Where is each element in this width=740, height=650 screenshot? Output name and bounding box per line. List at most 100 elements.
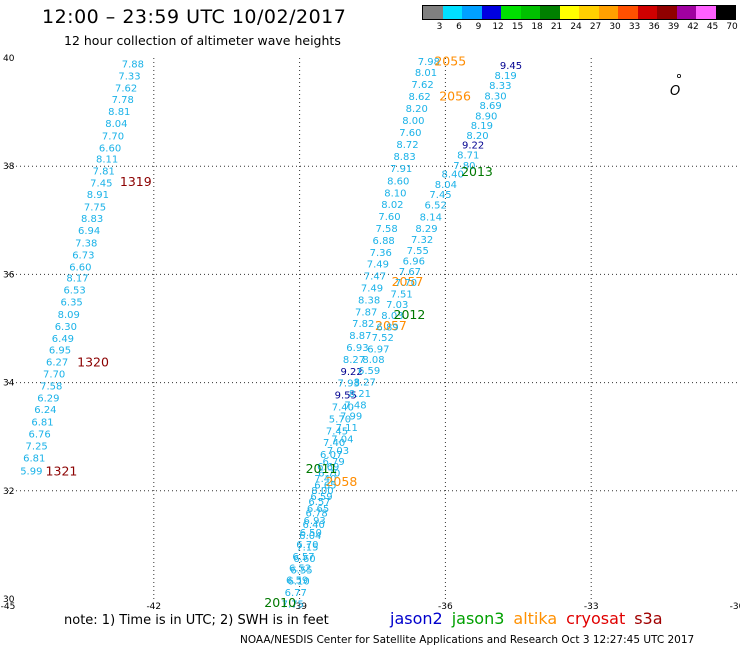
legend-s3a: s3a	[634, 609, 663, 628]
wave-height-value: 6.95	[49, 346, 71, 357]
wave-height-value: 6.24	[34, 405, 56, 416]
lat-tick-label: 38	[3, 162, 15, 172]
wave-height-value: 8.83	[393, 152, 415, 163]
wave-height-value: 7.99	[340, 412, 362, 423]
wave-height-value: 7.93	[338, 379, 360, 390]
wave-height-map[interactable]: -45-42-39-36-33-30303234363840O7.887.337…	[0, 0, 740, 612]
wave-height-value: 7.62	[115, 83, 137, 94]
wave-height-value: 6.40	[303, 520, 325, 531]
wave-height-value: 8.27	[343, 355, 365, 366]
wave-height-value: 6.76	[28, 430, 50, 441]
scale-label-33: 33	[628, 22, 641, 32]
wave-height-value: 6.97	[367, 345, 389, 356]
scale-label-6: 6	[456, 22, 462, 32]
wave-height-value: 6.96	[403, 256, 425, 267]
wave-height-value: 8.69	[479, 101, 501, 112]
wave-height-value: 6.88	[373, 236, 395, 247]
wave-height-value: 7.04	[331, 434, 353, 445]
wave-height-value: 7.49	[361, 283, 383, 294]
wave-height-value: 7.40	[332, 402, 354, 413]
wave-height-value: 7.48	[344, 400, 366, 411]
wave-height-value: 5.99	[20, 466, 42, 477]
wave-height-value: 8.19	[495, 71, 517, 82]
wave-height-value: 7.75	[282, 599, 304, 610]
wave-height-value: 7.67	[399, 267, 421, 278]
wave-height-value: 6.30	[55, 322, 77, 333]
wave-height-value: 8.81	[108, 107, 130, 118]
wave-height-value: 6.81	[31, 418, 53, 429]
wave-height-value: 8.09	[58, 310, 80, 321]
scale-label-15: 15	[511, 22, 524, 32]
scale-swatch-70	[715, 6, 735, 19]
wave-height-value: 8.38	[358, 295, 380, 306]
scale-swatch-6	[442, 6, 462, 19]
wave-height-value: 6.69	[317, 462, 339, 473]
wave-height-value: 6.73	[72, 250, 94, 261]
wave-height-value: 8.30	[484, 91, 506, 102]
footer-note: note: 1) Time is in UTC; 2) SWH is in fe…	[64, 613, 329, 628]
lon-tick-label: -45	[1, 602, 16, 612]
wave-height-value: 8.17	[66, 274, 88, 285]
wave-height-value: 8.19	[471, 121, 493, 132]
wave-height-value: 7.70	[43, 369, 65, 380]
page-subtitle: 12 hour collection of altimeter wave hei…	[64, 33, 341, 48]
scale-label-24: 24	[570, 22, 582, 32]
wave-height-value: 7.70	[102, 131, 124, 142]
wave-height-value: 6.81	[23, 453, 45, 464]
wave-height-value: 7.32	[411, 235, 433, 246]
wave-height-value: 6.10	[287, 577, 309, 588]
scale-label-21: 21	[550, 22, 563, 32]
pass-number-label: 2012	[394, 307, 426, 322]
scale-swatch-18	[520, 6, 540, 19]
wave-height-value: 6.35	[61, 298, 83, 309]
wave-height-value: 8.33	[489, 81, 511, 92]
wave-height-value: 7.87	[355, 307, 377, 318]
lon-tick-label: -33	[584, 602, 599, 612]
wave-height-value: 6.57	[308, 497, 330, 508]
wave-height-value: 6.89	[376, 322, 398, 333]
wave-height-value: 6.93	[346, 343, 368, 354]
wave-height-value: 7.55	[407, 246, 429, 257]
wave-height-value: 7.11	[336, 423, 358, 434]
wave-height-value: 8.40	[442, 169, 464, 180]
island-label: O	[670, 84, 680, 99]
scale-swatch-42	[676, 6, 696, 19]
wave-height-value: 7.62	[411, 80, 433, 91]
pass-number-label: 2056	[439, 88, 471, 103]
pass-number-label: 2057	[392, 274, 424, 289]
wave-height-value: 7.60	[399, 128, 421, 139]
wave-height-value: 6.60	[99, 143, 121, 154]
wave-height-value: 6.59	[286, 576, 308, 587]
wave-height-value: 5.70	[329, 414, 351, 425]
wave-height-value: 7.58	[40, 381, 62, 392]
lat-tick-label: 30	[3, 595, 15, 605]
scale-swatch-12	[481, 6, 501, 19]
wave-height-value: 8.00	[311, 486, 333, 497]
wave-height-value: 6.55	[290, 565, 312, 576]
scale-swatch-9	[462, 6, 482, 19]
wave-height-value: 6.70	[296, 540, 318, 551]
wave-height-value: 8.60	[387, 176, 409, 187]
wave-height-value: 8.20	[466, 131, 488, 142]
wave-height-value: 7.49	[367, 260, 389, 271]
wave-height-value: 8.83	[81, 214, 103, 225]
wave-height-value: 7.15	[296, 543, 318, 554]
wave-height-value: 7.75	[84, 202, 106, 213]
wave-height-value: 6.60	[293, 554, 315, 565]
scale-swatch-27	[579, 6, 599, 19]
scale-label-18: 18	[531, 22, 543, 32]
wave-height-value: 8.11	[96, 155, 118, 166]
scale-label-42: 42	[687, 22, 699, 32]
legend-altika: altika	[513, 609, 558, 628]
page-title: 12:00 – 23:59 UTC 10/02/2017	[42, 6, 347, 28]
wave-height-value: 9.55	[335, 391, 357, 402]
wave-height-value: 6.53	[63, 286, 85, 297]
wave-height-value: 7.45	[90, 179, 112, 190]
wave-height-value: 8.10	[384, 188, 406, 199]
wave-height-value: 6.52	[425, 201, 447, 212]
wave-height-value: 6.65	[314, 480, 336, 491]
wave-height-value: 6.07	[320, 450, 342, 461]
wave-height-value: 6.49	[52, 334, 74, 345]
scale-label-30: 30	[609, 22, 621, 32]
wave-height-value: 8.62	[409, 92, 431, 103]
